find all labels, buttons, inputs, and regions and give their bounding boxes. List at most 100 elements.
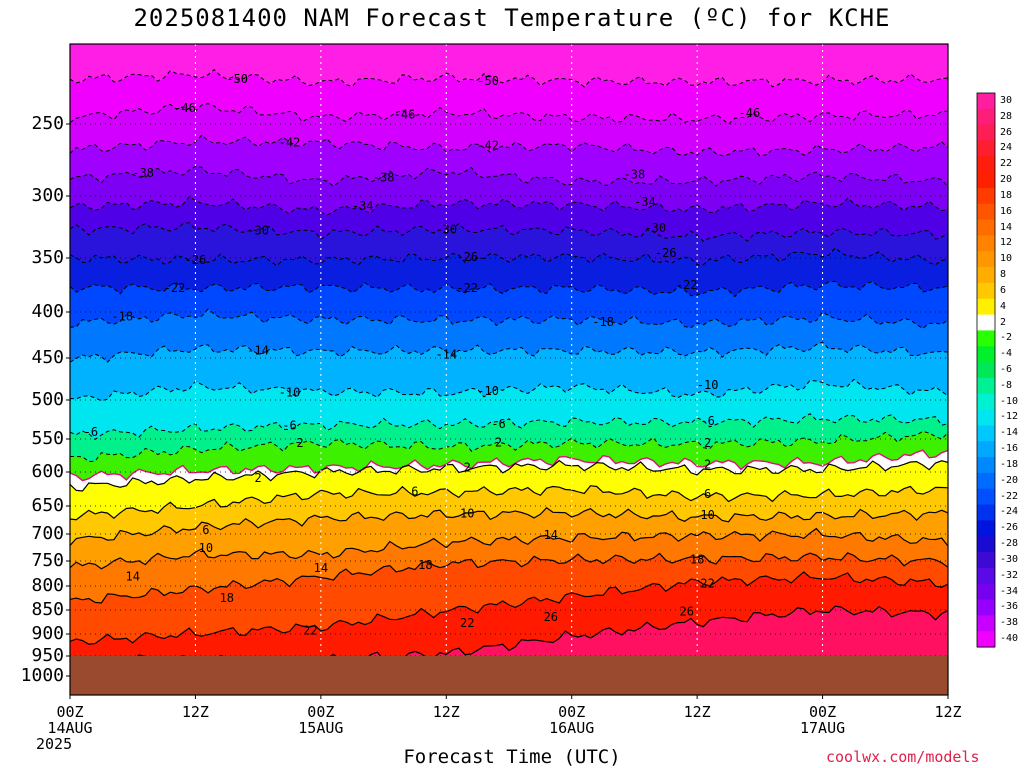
colorbar-label: -18 [1000, 458, 1019, 470]
y-tick-label: 300 [31, 185, 64, 206]
colorbar-label: -4 [1000, 348, 1013, 360]
contour-label: -6 [700, 414, 714, 428]
contour-label: -30 [247, 224, 269, 238]
colorbar-cell [977, 203, 995, 221]
contour--50 [70, 68, 948, 88]
contour-14 [70, 527, 948, 570]
contour-label: 2 [704, 458, 711, 472]
colorbar-label: -32 [1000, 569, 1019, 581]
colorbar-label: -38 [1000, 617, 1019, 629]
contour-label: -26 [655, 246, 677, 260]
y-tick-label: 700 [31, 523, 64, 544]
contour--46 [70, 103, 948, 125]
contour-label: -14 [435, 347, 457, 361]
colorbar-label: -24 [1000, 506, 1019, 518]
y-tick-label: 800 [31, 575, 64, 596]
x-tick-label: 00Z 15AUG [298, 703, 344, 737]
colorbar-cell [977, 267, 995, 284]
colorbar-label: -30 [1000, 553, 1019, 565]
contour-label: 22 [303, 624, 317, 638]
colorbar-cell [977, 409, 995, 426]
colorbar-cell [977, 441, 995, 458]
colorbar-label: -10 [1000, 395, 1019, 407]
contour--14 [70, 341, 948, 363]
colorbar-cell [977, 583, 995, 601]
colorbar-cell [977, 219, 995, 237]
contour-label: -30 [644, 221, 666, 235]
x-tick-label: 00Z 16AUG [549, 703, 595, 737]
colorbar-cell [977, 599, 995, 616]
contour-label: -46 [394, 107, 416, 121]
colorbar-cell [977, 156, 995, 173]
y-tick-label: 400 [31, 301, 64, 322]
colorbar-label: -8 [1000, 379, 1013, 391]
colorbar-cell [977, 504, 995, 521]
colorbar-label: -36 [1000, 601, 1019, 613]
colorbar-label: 2 [1000, 316, 1007, 328]
contour--22 [70, 280, 948, 298]
contour-label: -10 [477, 384, 499, 398]
contour-label: -6 [491, 417, 505, 431]
y-tick-label: 350 [31, 247, 64, 268]
colorbar-cell [977, 124, 995, 142]
contour-label: 2 [254, 471, 261, 485]
colorbar-cell [977, 282, 995, 300]
contour--10 [70, 378, 948, 402]
colorbar-cell [977, 457, 995, 474]
contour-label: -42 [477, 139, 499, 153]
contour-label: -14 [247, 344, 269, 358]
contour-label: 10 [460, 506, 474, 520]
contour--6 [70, 413, 948, 441]
contour-label: 18 [418, 558, 432, 572]
contour-label: -50 [226, 72, 248, 86]
colorbar-cell [977, 536, 995, 553]
contour-label: 14 [544, 528, 558, 542]
y-tick-label: 500 [31, 389, 64, 410]
colorbar-label: -14 [1000, 427, 1019, 439]
contour--42 [70, 134, 948, 157]
plot-frame [69, 43, 949, 696]
grid-lines [70, 44, 948, 695]
colorbar-label: -26 [1000, 522, 1019, 534]
colorbar-cell [977, 393, 995, 411]
colorbar-cell [977, 346, 995, 363]
contour-label: 22 [700, 577, 714, 591]
colorbar-cell [977, 362, 995, 379]
colorbar-cell [977, 472, 995, 490]
contour-2 [70, 459, 948, 492]
contour-labels: -50 -50 -46 -46 -46 -42 -42 -38 -38 -38 -34 -34 -30 -… [84, 72, 761, 637]
contour-6 [70, 485, 948, 521]
contour--26 [70, 247, 948, 267]
colorbar-label: -6 [1000, 364, 1013, 375]
colorbar-label: 22 [1000, 158, 1013, 170]
colorbar-label: -22 [1000, 490, 1019, 502]
x-tick-label: 12Z [934, 703, 962, 721]
x-tick-label: 00Z 17AUG [799, 703, 846, 737]
colorbar-cell [977, 330, 995, 347]
colorbar-label: -16 [1000, 443, 1019, 455]
band-coldest [70, 44, 948, 87]
colorbar-label: -40 [1000, 633, 1019, 645]
contour-label: -38 [132, 166, 154, 180]
colorbar-label: 16 [1000, 205, 1013, 217]
colorbar-cell [977, 567, 995, 585]
colorbar-label: -2 [1000, 332, 1013, 344]
colorbar-cell [977, 93, 995, 110]
colorbar-cell [977, 172, 995, 189]
contour-label: -6 [84, 425, 98, 439]
colorbar-label: -20 [1000, 474, 1019, 486]
colorbar-cell [977, 235, 995, 252]
colorbar-label: 30 [1000, 94, 1013, 106]
contour-label: -46 [739, 106, 761, 120]
colorbar-label: 8 [1000, 269, 1007, 281]
contour-label: 6 [202, 523, 209, 537]
contour-label: 14 [314, 561, 328, 575]
contour-22 [70, 571, 948, 645]
contour-label: -34 [634, 195, 656, 209]
colorbar-cell [977, 377, 995, 395]
isotherm-contours [70, 68, 948, 667]
contour-label: 14 [125, 570, 139, 584]
contour-label: 2 [464, 460, 471, 474]
